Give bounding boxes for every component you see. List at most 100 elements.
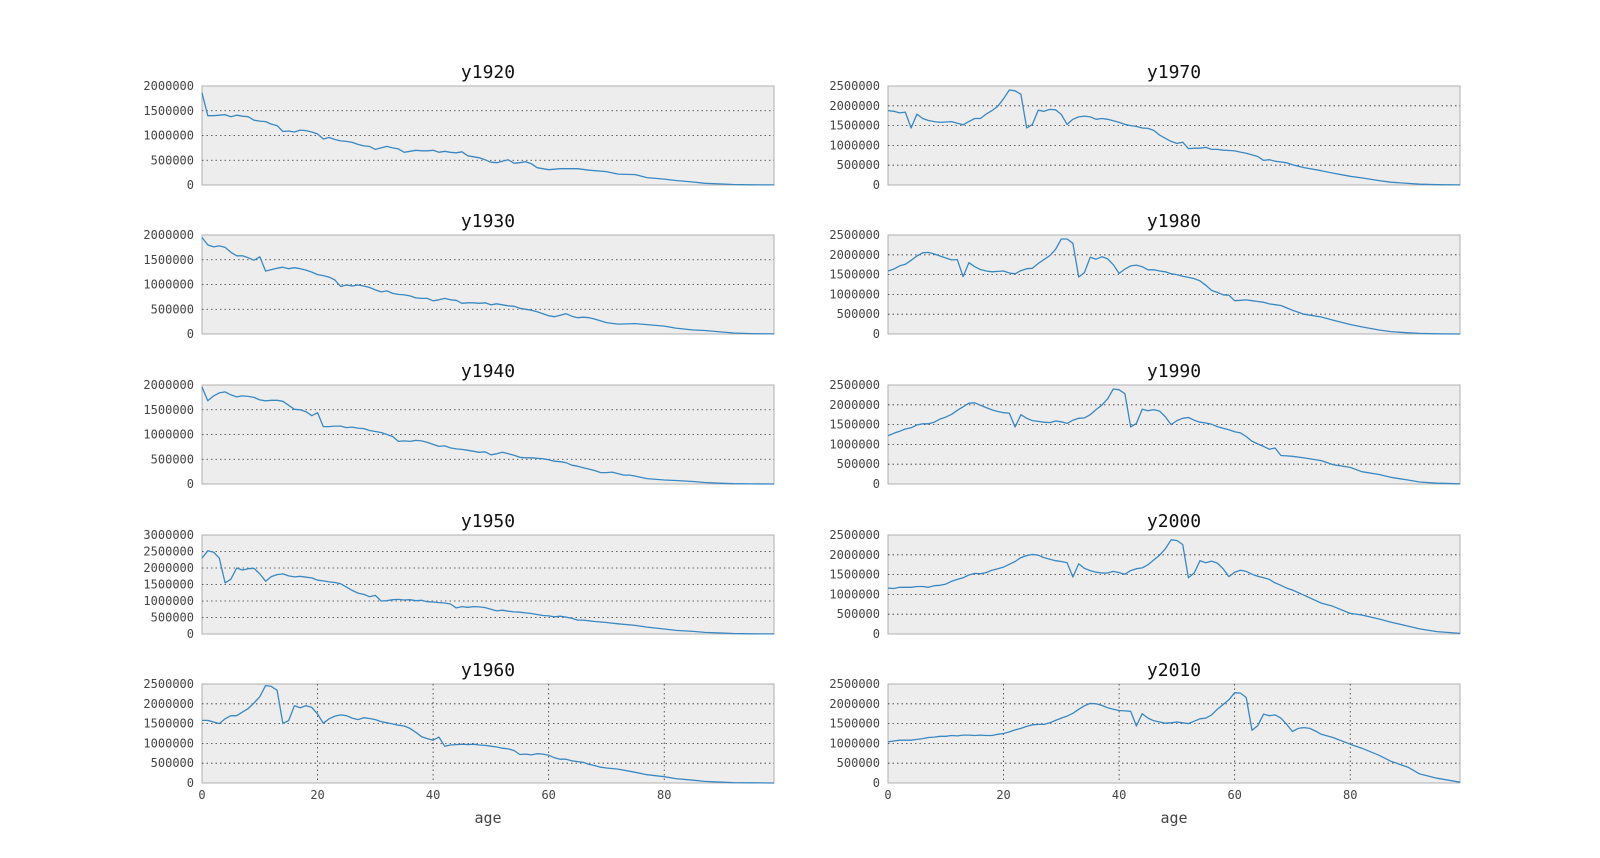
y-tick-label: 1500000 (143, 403, 194, 417)
y-tick-label: 2500000 (829, 528, 880, 542)
plot-area (887, 384, 1461, 485)
y-tick-label: 2000000 (143, 228, 194, 242)
y-tick-label: 2500000 (829, 79, 880, 93)
y-tick-label: 1000000 (829, 437, 880, 451)
y-tick-label: 2000000 (143, 697, 194, 711)
x-tick-label: 40 (426, 788, 440, 802)
x-tick-label: 40 (1112, 788, 1126, 802)
y-tick-label: 500000 (837, 457, 880, 471)
y-tick-label: 2000000 (143, 561, 194, 575)
y-tick-label: 1000000 (829, 736, 880, 750)
y-tick-label: 1000000 (829, 138, 880, 152)
series-line (201, 550, 775, 635)
y-tick-label: 2000000 (143, 378, 194, 392)
y-tick-label: 1000000 (829, 587, 880, 601)
y-tick-label: 0 (187, 178, 194, 192)
chart-panel-y1960: 0 500000 1000000 1500000 2000000 2500000 0 20 40… (143, 660, 775, 827)
x-tick-label: 80 (1343, 788, 1357, 802)
chart-panel-y1930: 0 500000 1000000 1500000 2000000 y1930 (143, 211, 775, 341)
y-tick-label: 1000000 (143, 594, 194, 608)
series-line (887, 388, 1461, 485)
chart-title: y1940 (461, 361, 515, 382)
y-tick-label: 500000 (837, 607, 880, 621)
y-tick-label: 2000000 (829, 548, 880, 562)
plot-area (887, 534, 1461, 635)
y-tick-label: 1000000 (143, 736, 194, 750)
chart-title: y2000 (1147, 511, 1201, 532)
y-tick-label: 500000 (837, 158, 880, 172)
y-tick-label: 2500000 (143, 677, 194, 691)
y-tick-label: 0 (187, 477, 194, 491)
y-tick-label: 0 (187, 776, 194, 790)
series-line (887, 89, 1461, 186)
y-tick-label: 500000 (151, 452, 194, 466)
y-tick-label: 2500000 (829, 228, 880, 242)
chart-panel-y1950: 0 500000 1000000 1500000 2000000 2500000 30000… (143, 511, 775, 641)
y-tick-label: 1500000 (143, 717, 194, 731)
x-tick-label: 20 (310, 788, 324, 802)
y-tick-label: 1500000 (143, 253, 194, 267)
y-tick-label: 2500000 (829, 378, 880, 392)
y-tick-label: 1500000 (829, 418, 880, 432)
y-tick-label: 1500000 (143, 104, 194, 118)
chart-panel-y2010: 0 500000 1000000 1500000 2000000 2500000 0 20 40… (829, 660, 1461, 827)
y-tick-label: 2000000 (143, 79, 194, 93)
series-line (202, 684, 775, 784)
y-tick-label: 1500000 (829, 119, 880, 133)
chart-panel-y1990: 0 500000 1000000 1500000 2000000 2500000 y1990 (829, 361, 1461, 491)
chart-title: y1930 (461, 211, 515, 232)
y-tick-label: 2000000 (829, 248, 880, 262)
plot-area (887, 234, 1461, 335)
y-tick-label: 0 (873, 477, 880, 491)
chart-title: y1950 (461, 511, 515, 532)
chart-title: y1960 (461, 660, 515, 681)
y-tick-label: 2000000 (829, 697, 880, 711)
y-tick-label: 1500000 (829, 268, 880, 282)
x-tick-label: 60 (1227, 788, 1241, 802)
y-tick-label: 500000 (151, 302, 194, 316)
x-tick-label: 0 (884, 788, 891, 802)
y-tick-label: 0 (187, 627, 194, 641)
plot-area (201, 683, 775, 784)
y-tick-label: 2500000 (829, 677, 880, 691)
series-line (201, 237, 775, 335)
x-tick-label: 80 (657, 788, 671, 802)
series-line (201, 386, 775, 485)
series-line (887, 539, 1461, 635)
y-tick-label: 500000 (151, 756, 194, 770)
chart-panel-y1980: 0 500000 1000000 1500000 2000000 2500000 y1980 (829, 211, 1461, 341)
y-tick-label: 3000000 (143, 528, 194, 542)
chart-title: y1920 (461, 62, 515, 83)
plot-area (887, 85, 1461, 186)
chart-title: y2010 (1147, 660, 1201, 681)
y-tick-label: 0 (873, 627, 880, 641)
y-tick-label: 1500000 (143, 578, 194, 592)
y-tick-label: 2500000 (143, 545, 194, 559)
series-line (887, 238, 1461, 335)
series-line (887, 692, 1461, 783)
y-tick-label: 2000000 (829, 99, 880, 113)
x-axis-label: age (1160, 809, 1187, 827)
y-tick-label: 0 (187, 327, 194, 341)
series-line (201, 92, 775, 186)
y-tick-label: 0 (873, 178, 880, 192)
y-tick-label: 0 (873, 327, 880, 341)
y-tick-label: 1500000 (829, 568, 880, 582)
y-tick-label: 1000000 (829, 287, 880, 301)
y-tick-label: 2000000 (829, 398, 880, 412)
chart-title: y1990 (1147, 361, 1201, 382)
y-tick-label: 500000 (837, 307, 880, 321)
x-tick-label: 60 (541, 788, 555, 802)
y-tick-label: 1000000 (143, 129, 194, 143)
chart-title: y1980 (1147, 211, 1201, 232)
x-tick-label: 20 (996, 788, 1010, 802)
x-tick-label: 0 (198, 788, 205, 802)
chart-panel-y1940: 0 500000 1000000 1500000 2000000 y1940 (143, 361, 775, 491)
y-tick-label: 1000000 (143, 278, 194, 292)
y-tick-label: 0 (873, 776, 880, 790)
chart-panel-y1970: 0 500000 1000000 1500000 2000000 2500000 y1970 (829, 62, 1461, 192)
chart-panel-y2000: 0 500000 1000000 1500000 2000000 2500000 y2000 (829, 511, 1461, 641)
y-tick-label: 500000 (837, 756, 880, 770)
chart-panel-y1920: 0 500000 1000000 1500000 2000000 y1920 (143, 62, 775, 192)
